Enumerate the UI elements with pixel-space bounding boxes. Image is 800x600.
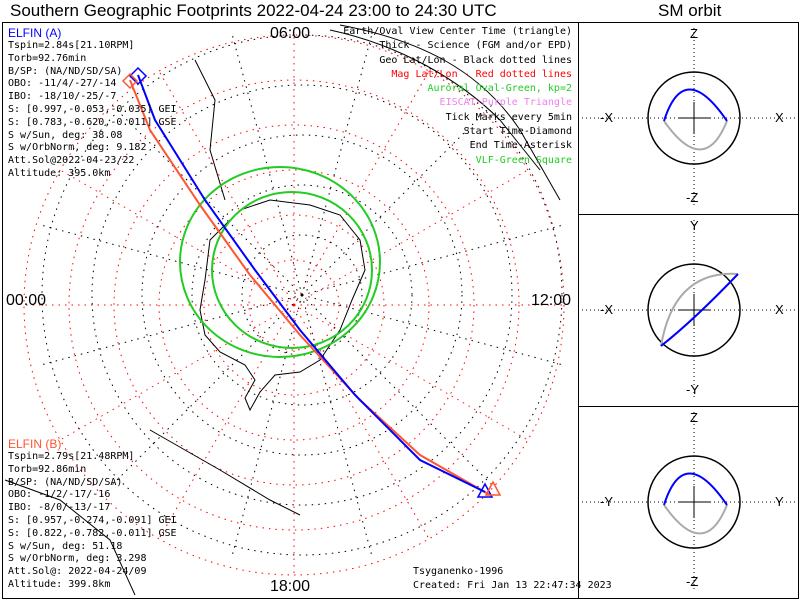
geo-lat-circle <box>141 134 463 456</box>
mag-lat-circle <box>23 34 565 576</box>
mlt-label-top: 06:00 <box>270 25 311 42</box>
geo-lat-circle <box>41 34 563 556</box>
start-diamond-b <box>121 72 139 90</box>
created-label: Created: Fri Jan 13 22:47:34 2023 <box>413 580 612 591</box>
end-triangle-b <box>484 480 502 496</box>
map-grid <box>23 34 565 576</box>
legend-item: Thick - Science (FGM and/or EPD) <box>379 40 572 52</box>
legend-item: Earth/Oval View Center Time (triangle) <box>343 26 572 37</box>
legend-item: End Time-Asterisk <box>469 140 572 152</box>
start-diamond-a <box>128 66 148 86</box>
mlt-label-bottom: 18:00 <box>270 578 311 595</box>
mlt-label-right: 12:00 <box>531 292 572 309</box>
orbit-axis-label-top: Z <box>690 410 698 425</box>
mag-lat-circle <box>113 124 475 486</box>
info-line: Torb=92.76min <box>8 52 87 64</box>
elfin-b-track <box>129 79 491 496</box>
geo-lat-circle <box>241 234 363 356</box>
info-line: B/SP: (NA/ND/SD/SA) <box>8 65 123 77</box>
elfin-a-info: ELFIN (A) Tspin=2.84s[21.10RPM] Torb=92.7… <box>8 26 177 181</box>
orbit-path <box>663 472 728 506</box>
mag-lon-line <box>293 304 529 441</box>
info-line: B/SP: (NA/ND/SD/SA) <box>8 476 123 488</box>
orbit-path-back <box>663 504 728 535</box>
geo-lon-line <box>301 224 563 296</box>
info-line: Att.Sol@2022-04-23/22 <box>8 155 135 167</box>
info-line: S w/OrbNorm, deg: 9.182 <box>8 142 147 154</box>
geo-lon-line <box>301 294 494 487</box>
info-line: S w/Sun, deg: 51.18 <box>8 540 123 552</box>
track-markers <box>121 66 502 498</box>
geo-lon-line <box>231 34 303 296</box>
geo-lat-circle <box>91 84 513 506</box>
orbit-diagrams <box>582 28 796 592</box>
info-line: S w/Sun, deg: 38.08 <box>8 129 123 141</box>
geo-lon-line <box>41 294 303 366</box>
auroral-oval <box>179 166 381 358</box>
orbit-axis-label-left: -Y <box>600 494 613 509</box>
info-line: OBO: -11/4/-27/-14 <box>8 78 117 90</box>
orbit-path <box>660 273 739 347</box>
legend-item: EISCAT-Purple Triangle <box>439 97 572 109</box>
elfin-b-info: ELFIN (B) Tspin=2.79s[21.48RPM] Torb=92.8… <box>8 437 177 592</box>
elfin-b-name: ELFIN (B) <box>8 437 62 451</box>
info-line: Altitude: 395.0km <box>8 167 111 179</box>
info-line: Altitude: 399.8km <box>8 578 111 590</box>
info-line: IBO: -18/10/-25/-7 <box>8 91 117 103</box>
info-line: Tspin=2.79s[21.48RPM] <box>8 451 135 462</box>
coastline-antarctica <box>4 24 561 596</box>
legend-item: Tick Marks every 5min <box>445 111 572 123</box>
info-line: Torb=92.86min <box>8 463 87 475</box>
orbit-axis-label-right: Y <box>775 494 784 509</box>
mag-lon-line <box>158 304 295 540</box>
legend-item: Auroral Oval-Green, kp=2 <box>427 83 573 95</box>
mag-lat-circle <box>203 214 385 396</box>
orbit-axis-label-left: -X <box>600 302 613 317</box>
info-line: Att.Sol@: 2022-04-24/09 <box>8 566 147 578</box>
orbit-path-back <box>663 120 728 151</box>
elfin-a-track <box>137 74 486 493</box>
plot-frame <box>2 22 799 599</box>
earth-circle <box>647 263 741 357</box>
info-line: OBO: -1/2/-17/-16 <box>8 489 111 501</box>
earth-circle <box>647 455 741 549</box>
mag-lat-circle <box>248 259 340 351</box>
orbit-axis-label-left: -X <box>600 110 613 125</box>
legend-item: Start Time-Diamond <box>463 126 572 138</box>
geo-lon-line <box>301 294 563 366</box>
mag-lat-circle <box>68 79 520 531</box>
orbit-axis-label-bottom: -Z <box>686 574 699 589</box>
orbit-axis-label-right: X <box>775 302 784 317</box>
legend-item: Geo Lat/Lon - Black dotted lines <box>379 54 572 66</box>
plot-title: Southern Geographic Footprints 2022-04-2… <box>10 1 497 20</box>
mlt-label-left: 00:00 <box>6 292 47 309</box>
orbit-path <box>663 88 728 122</box>
info-line: S: [0.997,-0.053,-0.035] GEI <box>8 103 177 115</box>
mag-lat-circle <box>158 169 430 441</box>
model-label: Tsyganenko-1996 <box>413 566 504 577</box>
orbit-axis-label-bottom: -Y <box>686 382 699 397</box>
orbit-title: SM orbit <box>658 1 722 20</box>
legend: Earth/Oval View Center Time (triangle) Th… <box>343 25 572 168</box>
orbit-path-back <box>660 272 739 347</box>
orbit-axis-label-bottom: -Z <box>686 190 699 205</box>
info-line: Tspin=2.84s[21.10RPM] <box>8 40 135 51</box>
geo-lat-circle <box>191 184 413 406</box>
orbit-axis-label-right: X <box>775 110 784 125</box>
info-line: S: [0.957,-0.274,-0.091] GEI <box>8 514 177 526</box>
info-line: S: [0.783,-0.620,-0.011] GSE <box>8 116 177 128</box>
orbit-axis-label-top: Z <box>690 26 698 41</box>
info-line: IBO: -8/0/-13/-17 <box>8 502 111 514</box>
earth-circle <box>647 71 741 165</box>
legend-item: VLF-Green Square <box>475 154 572 166</box>
info-line: S w/OrbNorm, deg: 3.298 <box>8 553 147 565</box>
legend-item: Mag Lat/Lon - Red dotted lines <box>391 68 572 80</box>
info-line: S: [0.822,-0.782,-0.011] GSE <box>8 527 177 539</box>
geo-lon-line <box>41 224 303 296</box>
mag-lon-line <box>293 169 529 306</box>
elfin-a-name: ELFIN (A) <box>8 26 62 40</box>
orbit-axis-label-top: Y <box>690 218 699 233</box>
